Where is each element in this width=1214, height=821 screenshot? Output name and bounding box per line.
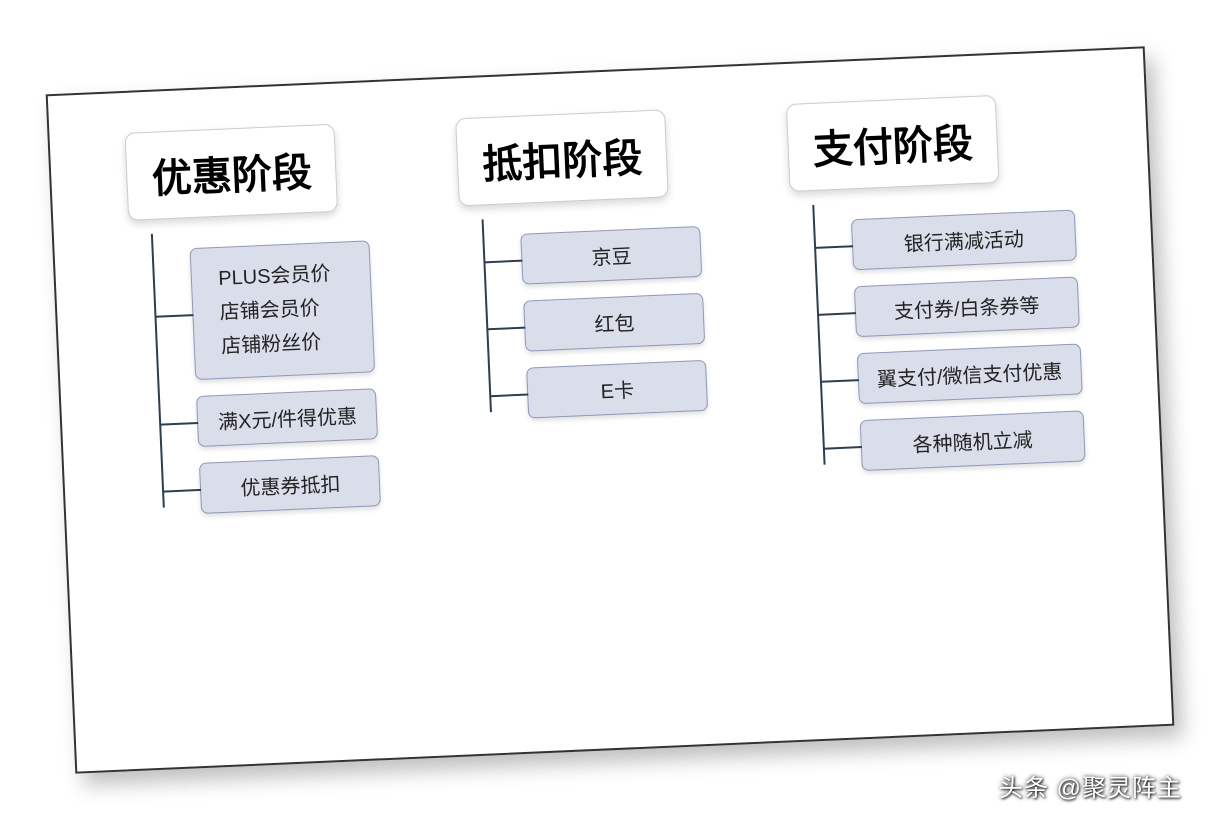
connector-horizontal bbox=[818, 312, 856, 316]
child-label: E卡 bbox=[600, 380, 634, 403]
branch-wrap: 京豆 红包 E卡 bbox=[460, 210, 709, 437]
child-label: 翼支付/微信支付优惠 bbox=[877, 361, 1063, 391]
connector-vertical bbox=[812, 205, 825, 465]
connector-horizontal bbox=[490, 393, 528, 397]
child-label: 京豆 bbox=[591, 246, 632, 270]
child-line: 店铺粉丝价 bbox=[221, 332, 322, 358]
child-node: PLUS会员价 店铺会员价 店铺粉丝价 bbox=[190, 240, 376, 380]
stage-group-payment: 支付阶段 银行满减活动 支付券/白条券等 翼支付/微信支付优惠 各种随机立减 bbox=[786, 92, 1086, 490]
connector-horizontal bbox=[161, 421, 199, 425]
connector-vertical bbox=[151, 234, 165, 508]
child-label: 支付券/白条券等 bbox=[894, 295, 1040, 323]
child-label: PLUS会员价 店铺会员价 店铺粉丝价 bbox=[209, 252, 356, 368]
child-node: 银行满减活动 bbox=[851, 210, 1077, 271]
connector-horizontal bbox=[488, 326, 526, 330]
stage-header: 抵扣阶段 bbox=[455, 109, 669, 206]
child-line: PLUS会员价 bbox=[218, 263, 331, 290]
child-label: 优惠券抵扣 bbox=[240, 474, 341, 500]
connector-horizontal bbox=[821, 379, 859, 383]
child-label: 银行满减活动 bbox=[903, 229, 1024, 256]
stage-group-deduction: 抵扣阶段 京豆 红包 E卡 bbox=[455, 108, 709, 437]
child-node: 满X元/件得优惠 bbox=[196, 388, 378, 447]
connector-horizontal bbox=[163, 488, 201, 492]
connector-horizontal bbox=[156, 314, 194, 318]
branch-wrap: PLUS会员价 店铺会员价 店铺粉丝价 满X元/件得优惠 优惠券抵扣 bbox=[129, 224, 382, 532]
child-node: 京豆 bbox=[520, 226, 702, 285]
child-node: E卡 bbox=[526, 360, 708, 419]
diagram-canvas: 优惠阶段 PLUS会员价 店铺会员价 店铺粉丝价 满X元/件得优惠 优惠券抵扣 bbox=[46, 46, 1175, 773]
stage-header: 优惠阶段 bbox=[125, 124, 339, 221]
child-node: 各种随机立减 bbox=[860, 410, 1086, 471]
watermark-text: 头条 @聚灵阵主 bbox=[999, 768, 1182, 803]
connector-horizontal bbox=[815, 245, 853, 249]
stage-group-discount: 优惠阶段 PLUS会员价 店铺会员价 店铺粉丝价 满X元/件得优惠 优惠券抵扣 bbox=[125, 122, 382, 532]
connector-vertical bbox=[482, 219, 492, 412]
child-label: 各种随机立减 bbox=[912, 430, 1033, 457]
child-node: 翼支付/微信支付优惠 bbox=[857, 343, 1083, 404]
connector-horizontal bbox=[485, 259, 523, 263]
child-label: 满X元/件得优惠 bbox=[218, 406, 358, 434]
child-node: 红包 bbox=[523, 293, 705, 352]
child-label: 红包 bbox=[594, 313, 635, 337]
child-node: 优惠券抵扣 bbox=[199, 455, 381, 514]
branch-wrap: 银行满减活动 支付券/白条券等 翼支付/微信支付优惠 各种随机立减 bbox=[790, 194, 1086, 490]
child-line: 店铺会员价 bbox=[219, 298, 320, 324]
stage-header: 支付阶段 bbox=[786, 95, 1000, 192]
connector-horizontal bbox=[824, 446, 862, 450]
child-node: 支付券/白条券等 bbox=[854, 276, 1080, 337]
